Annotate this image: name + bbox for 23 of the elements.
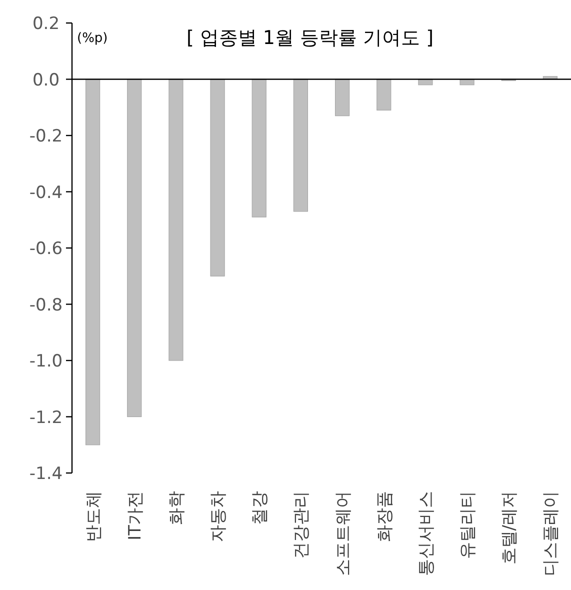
x-tick-label: 자동차: [208, 491, 229, 542]
y-tick-label: -0.4: [29, 182, 63, 203]
y-tick-label: -0.6: [29, 239, 63, 259]
x-tick-label: 소프트웨어: [333, 491, 354, 576]
x-tick-label: 건강관리: [292, 491, 312, 559]
y-axis-title: (%p): [77, 31, 108, 46]
y-tick-label: 0.2: [32, 14, 60, 34]
x-tick-label: 철강: [250, 491, 270, 525]
x-tick-label: IT가전: [125, 491, 146, 540]
y-tick-label: -1.2: [29, 408, 63, 428]
x-tick-label: 화학: [166, 491, 187, 525]
y-tick-label: -0.8: [29, 295, 63, 316]
x-tick-label: 디스플레이: [541, 491, 562, 576]
x-tick-label: 호텔/레저: [500, 491, 520, 565]
y-tick-label: -1.4: [29, 464, 63, 484]
y-tick-label: -0.2: [29, 126, 63, 146]
chart-title: [ 업종별 1월 등락률 기여도 ]: [186, 27, 434, 49]
x-tick-label: 화장품: [374, 491, 395, 542]
y-tick-label: 0.0: [32, 70, 60, 90]
x-tick-label: 통신서비스: [416, 491, 436, 576]
x-tick-label: 반도체: [84, 491, 104, 542]
x-tick-label: 유틸리티: [458, 491, 478, 559]
y-tick-label: -1.0: [29, 352, 63, 372]
